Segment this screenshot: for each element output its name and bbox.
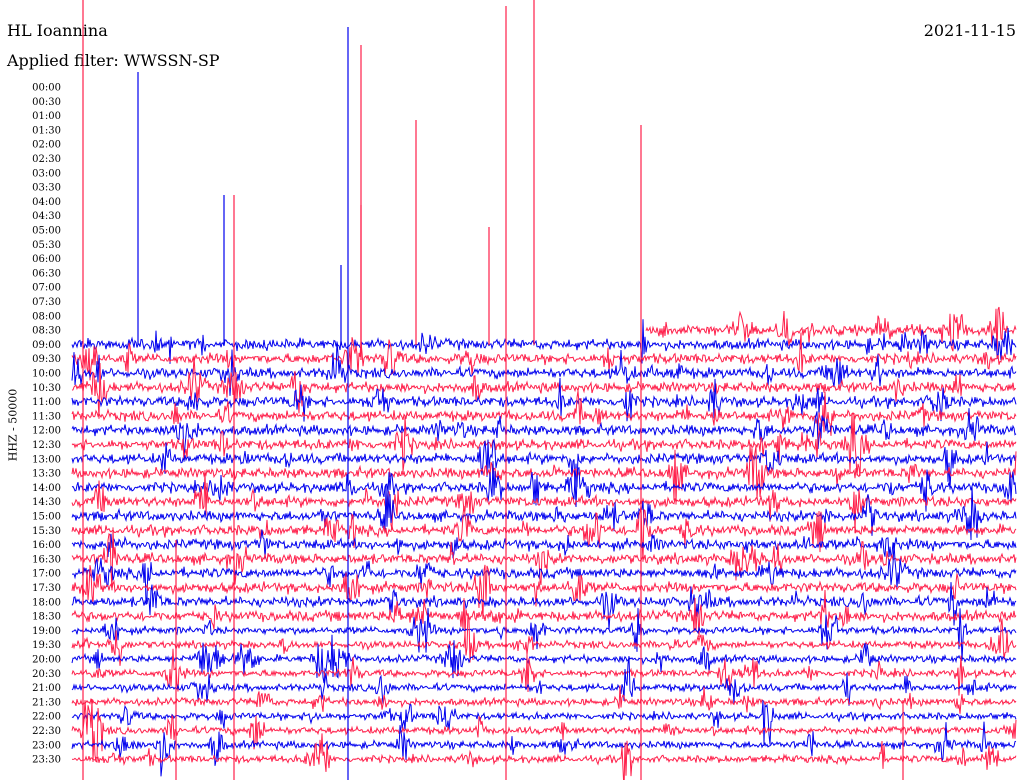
tick-label-2200: 22:00 — [32, 712, 61, 723]
tick-label-0000: 00:00 — [32, 83, 61, 94]
trace-1600 — [71, 529, 1017, 559]
trace-2330 — [71, 733, 1017, 780]
filter-label: Applied filter: WWSSN-SP — [7, 51, 220, 70]
trace-1000 — [71, 341, 1017, 396]
time-tick-labels: 00:00 00:30 01:00 01:30 02:00 02:30 03:00 03:30… — [32, 83, 61, 766]
tick-label-1730: 17:30 — [32, 583, 61, 594]
tick-label-0630: 06:30 — [32, 268, 61, 279]
tick-label-1030: 10:30 — [32, 383, 61, 394]
tick-label-0800: 08:00 — [32, 311, 61, 322]
trace-1500 — [71, 484, 1017, 541]
tick-label-1430: 14:30 — [32, 497, 61, 508]
tick-label-1230: 12:30 — [32, 440, 61, 451]
trace-1300 — [71, 438, 1017, 490]
seismic-traces — [71, 306, 1017, 780]
trace-0830 — [645, 306, 1017, 359]
tick-label-2330: 23:30 — [32, 755, 61, 766]
tick-label-0530: 05:30 — [32, 240, 61, 251]
trace-1130 — [71, 390, 1017, 436]
trace-1400 — [71, 461, 1017, 512]
trace-1930 — [71, 613, 1017, 666]
trace-0930 — [71, 332, 1017, 381]
tick-label-0930: 09:30 — [32, 354, 61, 365]
tick-label-1300: 13:00 — [32, 454, 61, 465]
tick-label-0730: 07:30 — [32, 297, 61, 308]
tick-label-0430: 04:30 — [32, 211, 61, 222]
trace-1030 — [71, 355, 1017, 419]
tick-label-1900: 19:00 — [32, 626, 61, 637]
tick-label-0030: 00:30 — [32, 97, 61, 108]
tick-label-1700: 17:00 — [32, 569, 61, 580]
trace-1630 — [71, 527, 1017, 591]
trace-1200 — [71, 408, 1017, 462]
tick-label-0830: 08:30 — [32, 326, 61, 337]
tick-label-1200: 12:00 — [32, 426, 61, 437]
trace-1730 — [71, 564, 1017, 620]
trace-1800 — [71, 582, 1017, 631]
tick-label-1000: 10:00 — [32, 369, 61, 380]
tick-label-0100: 01:00 — [32, 111, 61, 122]
tick-label-0300: 03:00 — [32, 168, 61, 179]
tick-label-1630: 16:30 — [32, 554, 61, 565]
tick-label-2100: 21:00 — [32, 683, 61, 694]
trace-1830 — [71, 589, 1017, 637]
trace-2300 — [71, 721, 1017, 777]
tick-label-2130: 21:30 — [32, 697, 61, 708]
tick-label-0700: 07:00 — [32, 283, 61, 294]
tick-label-0600: 06:00 — [32, 254, 61, 265]
tick-label-0500: 05:00 — [32, 226, 61, 237]
tick-label-0400: 04:00 — [32, 197, 61, 208]
tick-label-0900: 09:00 — [32, 340, 61, 351]
trace-2130 — [71, 685, 1017, 714]
trace-2030 — [71, 648, 1017, 696]
trace-1900 — [71, 608, 1017, 661]
tick-label-1530: 15:30 — [32, 526, 61, 537]
tick-label-0130: 01:30 — [32, 125, 61, 136]
trace-1430 — [71, 470, 1017, 534]
tick-label-2230: 22:30 — [32, 726, 61, 737]
date-label: 2021-11-15 — [923, 21, 1016, 40]
tick-label-2030: 20:30 — [32, 669, 61, 680]
tick-label-1500: 15:00 — [32, 512, 61, 523]
tick-label-1400: 14:00 — [32, 483, 61, 494]
trace-1330 — [71, 445, 1017, 505]
tick-label-1600: 16:00 — [32, 540, 61, 551]
tick-label-1330: 13:30 — [32, 469, 61, 480]
event-spikes — [82, 0, 904, 780]
trace-1100 — [71, 377, 1017, 422]
trace-1230 — [71, 412, 1017, 477]
tick-label-0230: 02:30 — [32, 154, 61, 165]
tick-label-0200: 02:00 — [32, 140, 61, 151]
tick-label-1100: 11:00 — [32, 397, 61, 408]
tick-label-2300: 23:00 — [32, 740, 61, 751]
trace-2200 — [71, 700, 1017, 745]
tick-label-0330: 03:30 — [32, 183, 61, 194]
trace-2000 — [71, 634, 1017, 684]
tick-label-1830: 18:30 — [32, 612, 61, 623]
tick-label-1930: 19:30 — [32, 640, 61, 651]
tick-label-1130: 11:30 — [32, 411, 61, 422]
trace-0900 — [71, 319, 1017, 364]
trace-2230 — [71, 698, 1017, 763]
trace-1530 — [71, 505, 1017, 562]
trace-2100 — [71, 656, 1017, 706]
tick-label-2000: 20:00 — [32, 655, 61, 666]
tick-label-1800: 18:00 — [32, 597, 61, 608]
trace-1700 — [72, 542, 1017, 605]
